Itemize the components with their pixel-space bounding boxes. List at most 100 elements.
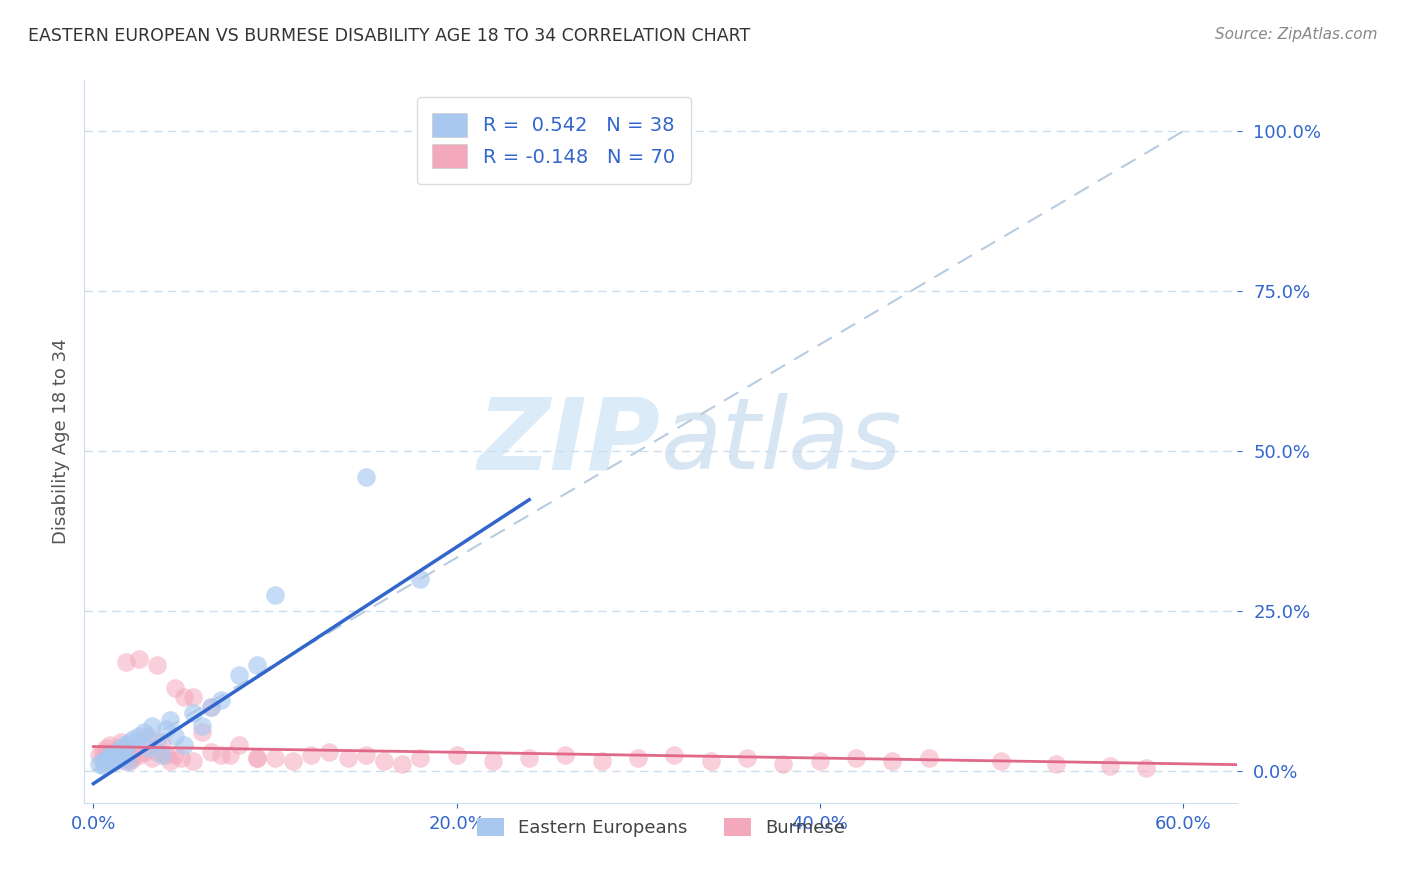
Point xyxy=(98,747,121,762)
Point xyxy=(990,754,1012,768)
Point xyxy=(169,751,191,765)
Text: EASTERN EUROPEAN VS BURMESE DISABILITY AGE 18 TO 34 CORRELATION CHART: EASTERN EUROPEAN VS BURMESE DISABILITY A… xyxy=(28,27,751,45)
Point xyxy=(299,747,322,762)
Point xyxy=(115,741,138,756)
Point xyxy=(146,735,169,749)
Point xyxy=(391,757,413,772)
Point xyxy=(409,751,432,765)
Point xyxy=(209,747,232,762)
Point xyxy=(128,747,150,762)
Point xyxy=(136,729,159,743)
Point xyxy=(246,751,269,765)
Point xyxy=(735,751,758,765)
Point xyxy=(122,751,145,765)
Point xyxy=(134,725,156,739)
Point xyxy=(499,131,522,145)
Point xyxy=(246,751,269,765)
Point xyxy=(917,751,939,765)
Point xyxy=(108,747,131,762)
Point xyxy=(336,751,359,765)
Point xyxy=(87,747,110,762)
Point xyxy=(554,747,576,762)
Point xyxy=(104,745,127,759)
Point xyxy=(1045,757,1067,772)
Point xyxy=(118,754,141,768)
Point xyxy=(882,754,904,768)
Point xyxy=(115,746,138,760)
Point xyxy=(152,747,174,762)
Point xyxy=(155,747,177,762)
Point xyxy=(117,754,139,768)
Point xyxy=(228,738,250,752)
Point xyxy=(94,741,117,756)
Point xyxy=(155,723,177,737)
Point xyxy=(1099,758,1122,772)
Point xyxy=(181,690,204,705)
Point xyxy=(283,754,305,768)
Point xyxy=(94,756,117,771)
Point xyxy=(246,658,269,673)
Point xyxy=(98,738,121,752)
Point xyxy=(165,729,187,743)
Point xyxy=(318,745,340,759)
Point xyxy=(93,758,115,772)
Point xyxy=(700,754,723,768)
Point xyxy=(1135,761,1157,775)
Text: Source: ZipAtlas.com: Source: ZipAtlas.com xyxy=(1215,27,1378,42)
Point xyxy=(128,729,150,743)
Point xyxy=(110,741,132,756)
Point xyxy=(105,745,128,759)
Point xyxy=(354,747,377,762)
Point xyxy=(111,751,134,765)
Point xyxy=(108,741,131,756)
Text: atlas: atlas xyxy=(661,393,903,490)
Point xyxy=(173,690,195,705)
Point xyxy=(91,754,114,768)
Point xyxy=(181,706,204,721)
Point xyxy=(354,469,377,483)
Point xyxy=(117,747,139,762)
Point xyxy=(100,754,122,768)
Point xyxy=(200,699,222,714)
Point xyxy=(91,745,114,759)
Point xyxy=(664,747,686,762)
Point xyxy=(446,747,468,762)
Point xyxy=(808,754,831,768)
Point xyxy=(264,588,287,602)
Point xyxy=(118,735,141,749)
Point xyxy=(181,754,204,768)
Point xyxy=(209,693,232,707)
Point xyxy=(112,754,135,768)
Point xyxy=(264,751,287,765)
Point xyxy=(772,757,794,772)
Point xyxy=(200,745,222,759)
Point xyxy=(173,738,195,752)
Point xyxy=(146,658,169,673)
Point xyxy=(134,745,156,759)
Point xyxy=(152,735,174,749)
Point xyxy=(200,699,222,714)
Point xyxy=(110,735,132,749)
Point xyxy=(482,754,505,768)
Point xyxy=(97,751,120,765)
Point xyxy=(591,754,613,768)
Point xyxy=(228,668,250,682)
Point xyxy=(159,754,181,768)
Point xyxy=(845,751,868,765)
Point xyxy=(122,731,145,746)
Point xyxy=(136,741,159,756)
Point xyxy=(218,747,240,762)
Point xyxy=(103,747,125,762)
Point xyxy=(87,757,110,772)
Point xyxy=(104,754,127,768)
Point xyxy=(111,751,134,765)
Point xyxy=(146,745,169,759)
Point xyxy=(141,751,163,765)
Text: ZIP: ZIP xyxy=(478,393,661,490)
Legend: Eastern Europeans, Burmese: Eastern Europeans, Burmese xyxy=(470,811,852,845)
Point xyxy=(141,719,163,733)
Point xyxy=(191,725,214,739)
Point xyxy=(159,713,181,727)
Point xyxy=(165,747,187,762)
Point xyxy=(112,738,135,752)
